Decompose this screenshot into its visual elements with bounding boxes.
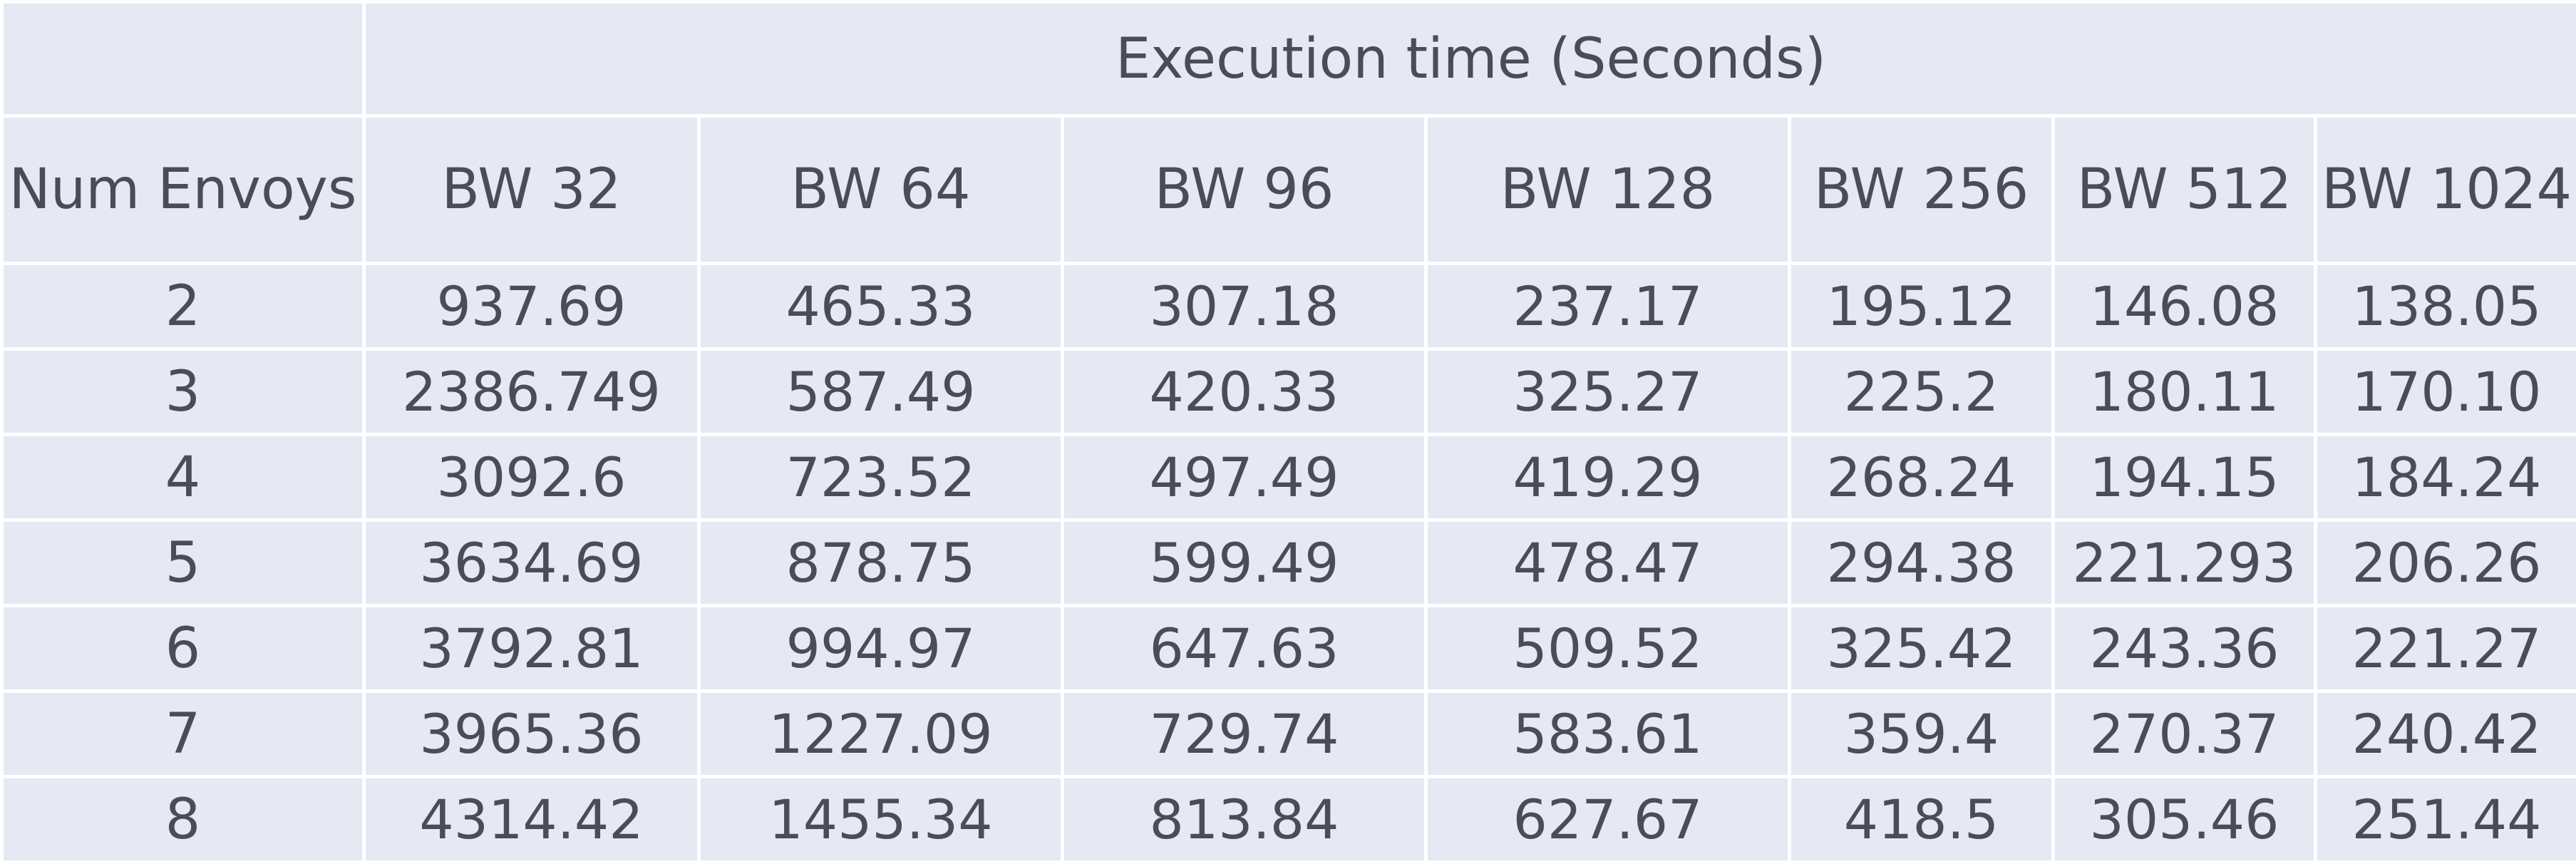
execution-time-cell: 270.37 [2054,691,2316,777]
execution-time-cell: 170.10 [2316,349,2576,435]
column-header: BW 1024 [2316,116,2576,264]
execution-time-cell: 420.33 [1063,349,1426,435]
column-header: BW 512 [2054,116,2316,264]
execution-time-cell: 221.293 [2054,520,2316,606]
execution-time-cell: 723.52 [699,435,1063,520]
num-envoys-cell: 7 [2,691,364,777]
execution-time-cell: 325.27 [1426,349,1790,435]
execution-time-cell: 583.61 [1426,691,1790,777]
execution-time-cell: 1455.34 [699,777,1063,863]
column-header: BW 96 [1063,116,1426,264]
execution-time-cell: 478.47 [1426,520,1790,606]
execution-time-cell: 465.33 [699,264,1063,349]
column-header: BW 64 [699,116,1063,264]
num-envoys-cell: 5 [2,520,364,606]
corner-cell [2,2,364,116]
execution-time-cell: 294.38 [1790,520,2054,606]
num-envoys-cell: 8 [2,777,364,863]
execution-time-cell: 647.63 [1063,606,1426,691]
execution-time-cell: 3092.6 [364,435,699,520]
column-header: BW 256 [1790,116,2054,264]
num-envoys-header: Num Envoys [2,116,364,264]
execution-time-cell: 729.74 [1063,691,1426,777]
execution-time-cell: 146.08 [2054,264,2316,349]
execution-time-cell: 225.2 [1790,349,2054,435]
execution-time-cell: 419.29 [1426,435,1790,520]
execution-time-header: Execution time (Seconds) [364,2,2576,116]
execution-time-cell: 937.69 [364,264,699,349]
num-envoys-cell: 6 [2,606,364,691]
execution-time-cell: 240.42 [2316,691,2576,777]
execution-time-cell: 599.49 [1063,520,1426,606]
execution-time-cell: 2386.749 [364,349,699,435]
column-header: BW 128 [1426,116,1790,264]
execution-time-cell: 1227.09 [699,691,1063,777]
column-header-row: Num Envoys BW 32 BW 64 BW 96 BW 128 BW 2… [2,116,2576,264]
execution-time-cell: 194.15 [2054,435,2316,520]
execution-time-cell: 268.24 [1790,435,2054,520]
num-envoys-cell: 4 [2,435,364,520]
super-header-row: Execution time (Seconds) [2,2,2576,116]
execution-time-cell: 243.36 [2054,606,2316,691]
execution-time-cell: 4314.42 [364,777,699,863]
execution-time-cell: 587.49 [699,349,1063,435]
execution-time-cell: 138.05 [2316,264,2576,349]
execution-time-cell: 878.75 [699,520,1063,606]
execution-time-cell: 180.11 [2054,349,2316,435]
execution-time-cell: 206.26 [2316,520,2576,606]
execution-time-cell: 3634.69 [364,520,699,606]
execution-time-cell: 418.5 [1790,777,2054,863]
execution-time-cell: 359.4 [1790,691,2054,777]
execution-time-cell: 251.44 [2316,777,2576,863]
execution-time-cell: 497.49 [1063,435,1426,520]
num-envoys-cell: 3 [2,349,364,435]
execution-time-cell: 627.67 [1426,777,1790,863]
execution-time-cell: 307.18 [1063,264,1426,349]
execution-time-cell: 509.52 [1426,606,1790,691]
execution-time-cell: 184.24 [2316,435,2576,520]
execution-time-cell: 813.84 [1063,777,1426,863]
num-envoys-cell: 2 [2,264,364,349]
execution-time-cell: 195.12 [1790,264,2054,349]
execution-time-cell: 994.97 [699,606,1063,691]
execution-time-cell: 3965.36 [364,691,699,777]
execution-time-cell: 221.27 [2316,606,2576,691]
execution-time-cell: 305.46 [2054,777,2316,863]
execution-time-cell: 325.42 [1790,606,2054,691]
execution-time-cell: 3792.81 [364,606,699,691]
column-header: BW 32 [364,116,699,264]
execution-time-cell: 237.17 [1426,264,1790,349]
